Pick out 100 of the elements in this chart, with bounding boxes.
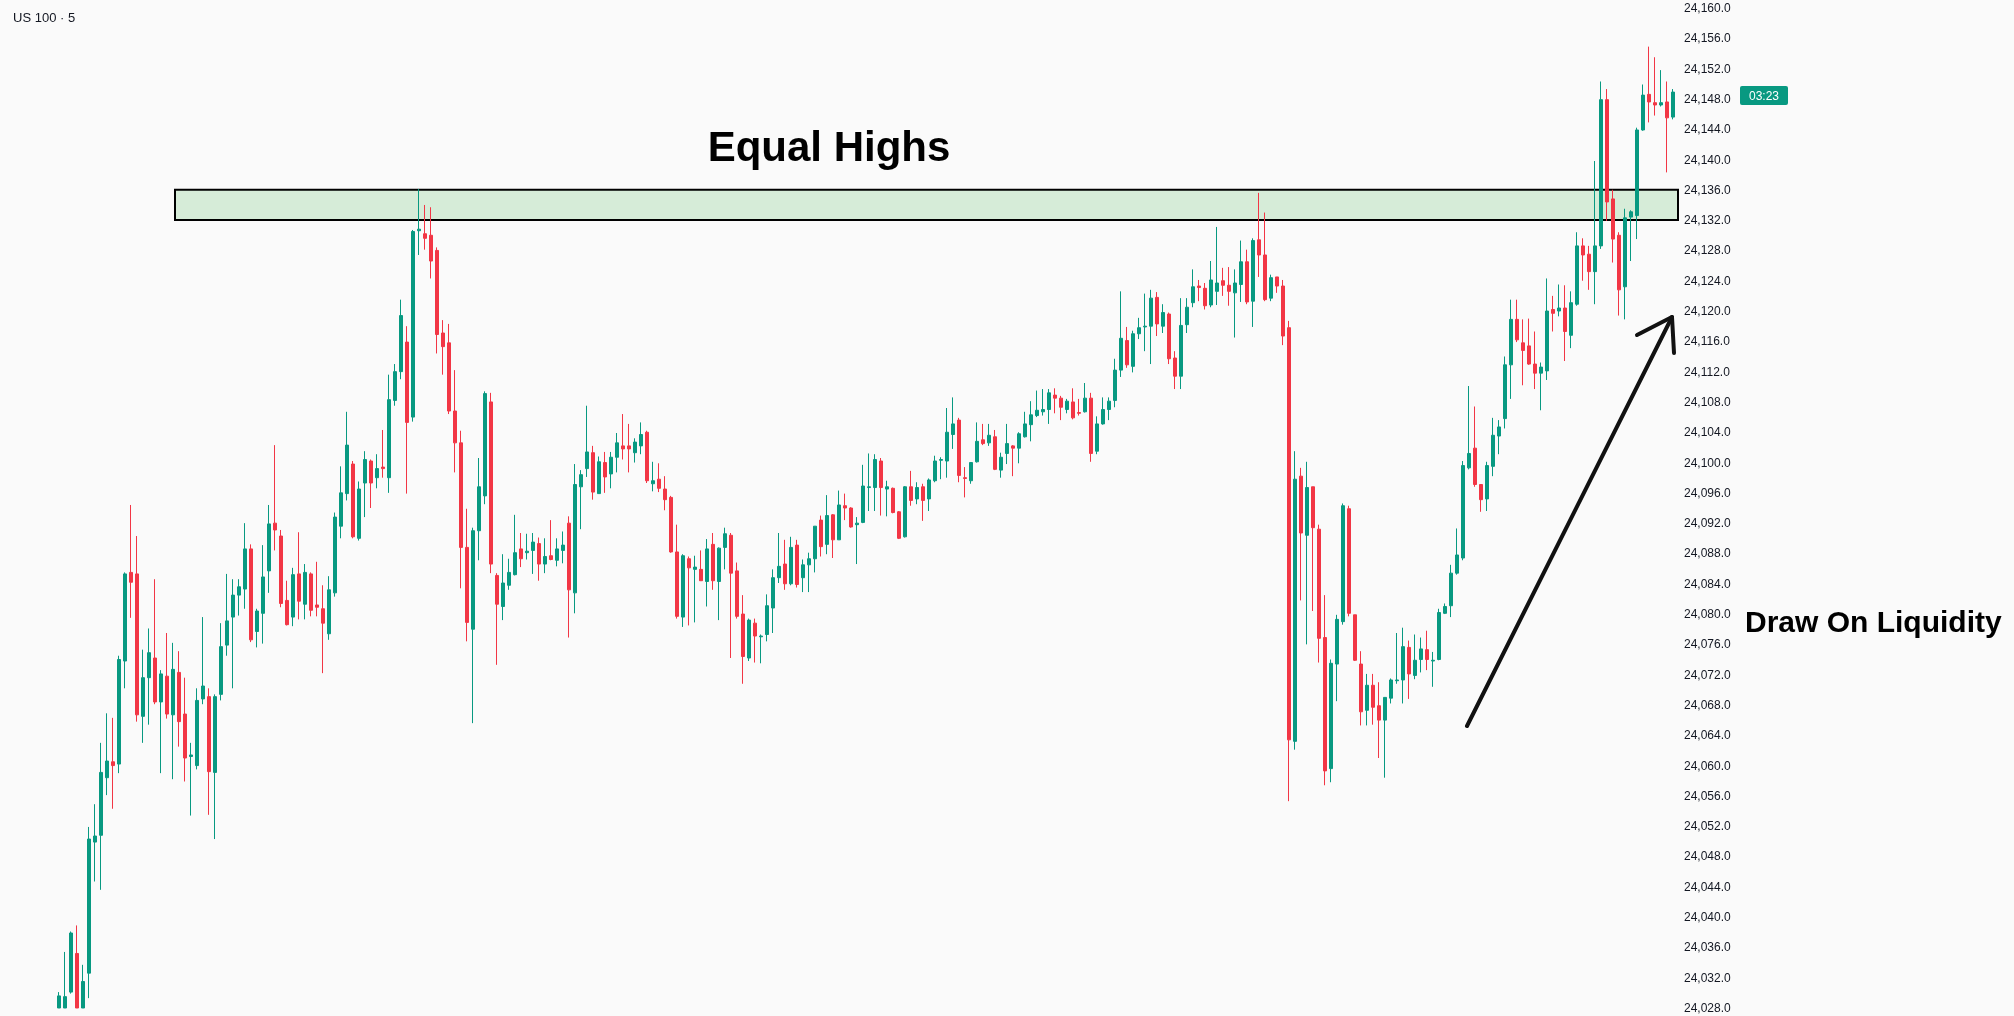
candlestick: [1575, 231, 1579, 307]
candlestick: [951, 396, 955, 450]
candlestick: [1443, 602, 1447, 615]
candlestick: [687, 555, 691, 626]
candlestick: [1053, 387, 1057, 414]
candlestick: [1377, 681, 1381, 759]
candlestick: [1101, 396, 1105, 426]
candlestick: [135, 535, 139, 723]
candlestick: [1365, 673, 1369, 726]
candlestick: [561, 530, 565, 564]
candlestick: [465, 508, 469, 642]
candlestick: [183, 677, 187, 782]
candlestick: [1083, 382, 1087, 414]
y-tick-label: 24,104.0: [1684, 425, 1732, 440]
candlestick: [819, 515, 823, 557]
candlestick: [813, 525, 817, 573]
candlestick: [1287, 320, 1291, 802]
candlestick: [1461, 460, 1465, 561]
candlestick: [1431, 651, 1435, 688]
candlestick: [267, 504, 271, 594]
candlestick: [1125, 326, 1129, 369]
candlestick: [939, 456, 943, 480]
candlestick: [345, 411, 349, 501]
candlestick: [279, 529, 283, 608]
candlestick: [693, 555, 697, 623]
candlestick: [1263, 212, 1267, 302]
candlestick: [669, 495, 673, 554]
candlestick: [1281, 279, 1285, 346]
candlestick: [1647, 46, 1651, 123]
candlestick: [189, 742, 193, 817]
candlestick: [957, 417, 961, 483]
candlestick: [285, 580, 289, 626]
candlestick: [1167, 312, 1171, 365]
candlestick: [81, 964, 85, 1009]
y-tick-label: 24,148.0: [1684, 91, 1732, 106]
candlestick: [159, 669, 163, 774]
candlestick: [525, 533, 529, 561]
candlestick: [1311, 486, 1315, 612]
candlestick: [303, 563, 307, 620]
candlestick: [117, 655, 121, 774]
candlestick: [1095, 415, 1099, 455]
candlestick: [1581, 237, 1585, 282]
candlestick: [855, 516, 859, 565]
text: 03:23: [1748, 88, 1780, 103]
candlestick: [675, 524, 679, 620]
candlestick: [1239, 240, 1243, 303]
candlestick: [1485, 461, 1489, 512]
candlestick: [831, 513, 835, 559]
candlestick: [717, 546, 721, 621]
candlestick: [1233, 268, 1237, 339]
candlestick: [1347, 505, 1351, 617]
candlestick: [249, 543, 253, 643]
candlestick: [1497, 419, 1501, 455]
candlestick: [231, 578, 235, 689]
candlestick: [207, 687, 211, 816]
candlestick: [1113, 358, 1117, 408]
candlestick: [435, 246, 439, 354]
y-tick-label: 24,124.0: [1684, 273, 1732, 288]
candlestick: [807, 552, 811, 593]
candlestick: [723, 527, 727, 570]
candlestick: [411, 229, 415, 423]
candlestick: [1245, 249, 1249, 305]
candlestick: [861, 464, 865, 524]
candlestick: [663, 475, 667, 511]
candlestick: [501, 553, 505, 621]
candlestick: [627, 423, 631, 473]
candlestick: [333, 512, 337, 598]
candlestick: [789, 536, 793, 586]
candlestick: [1185, 297, 1189, 334]
candlestick: [1503, 355, 1507, 429]
candlestick: [681, 553, 685, 628]
candlestick: [765, 593, 769, 642]
candlestick: [573, 463, 577, 614]
candlestick: [1671, 88, 1675, 120]
candlestick: [1161, 303, 1165, 334]
candlestick: [1071, 387, 1075, 420]
candlestick: [1011, 444, 1015, 477]
candlestick: [837, 490, 841, 541]
candlestick: [483, 390, 487, 505]
candlestick: [381, 429, 385, 479]
text: Draw On Liquidity: [1745, 604, 2002, 638]
candlestick: [1227, 266, 1231, 307]
candlestick: [747, 618, 751, 662]
candlestick: [879, 457, 883, 517]
candlestick: [1509, 299, 1513, 400]
candlestick: [1119, 290, 1123, 378]
candlestick: [375, 453, 379, 489]
y-tick-label: 24,052.0: [1684, 819, 1732, 834]
candlestick: [1623, 208, 1627, 320]
candlestick: [1299, 467, 1303, 601]
candlestick: [237, 578, 241, 617]
candlestick: [351, 460, 355, 539]
candlestick: [1077, 398, 1081, 417]
candlestick: [927, 477, 931, 512]
candlestick: [1017, 431, 1021, 464]
candlestick: [339, 465, 343, 539]
candlestick: [825, 494, 829, 555]
candlestick: [1221, 267, 1225, 297]
candlestick: [1293, 450, 1297, 751]
candlestick: [1155, 291, 1159, 337]
